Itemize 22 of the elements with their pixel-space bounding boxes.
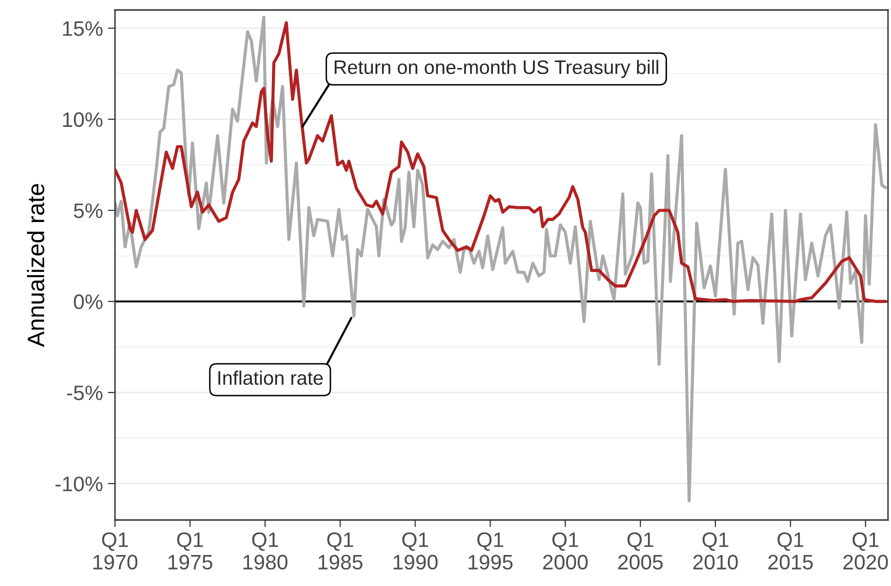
- x-tick-label: Q1 1985: [318, 532, 362, 570]
- x-tick-label: Q1 2020: [843, 532, 888, 570]
- annotation: Return on one-month US Treasury bill: [334, 60, 658, 78]
- y-tick-label: -5%: [67, 386, 102, 400]
- x-tick-label: Q1 1980: [244, 532, 288, 570]
- y-axis-title: Annualized rate: [26, 184, 44, 347]
- y-tick-label: 5%: [74, 203, 102, 218]
- x-tick-label: Q1 2015: [768, 532, 813, 570]
- x-tick-label: Q1 1995: [468, 532, 513, 570]
- x-tick-label: Q1 1975: [168, 532, 212, 570]
- line-series: [115, 21, 888, 303]
- x-tick-label: Q1 2005: [618, 532, 663, 570]
- y-tick-label: 15%: [63, 21, 102, 36]
- x-tick-label: Q1 1970: [93, 532, 138, 570]
- line-series: [115, 16, 888, 502]
- x-tick-label: Q1 1990: [394, 532, 438, 570]
- y-tick-label: 0%: [74, 294, 102, 310]
- x-tick-label: Q1 2000: [543, 532, 588, 570]
- y-tick-label: 10%: [63, 112, 102, 128]
- annotation: Inflation rate: [218, 370, 323, 385]
- x-tick-label: Q1 2010: [693, 532, 738, 570]
- y-tick-label: -10%: [55, 476, 102, 492]
